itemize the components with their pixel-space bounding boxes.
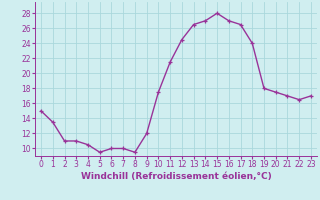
X-axis label: Windchill (Refroidissement éolien,°C): Windchill (Refroidissement éolien,°C) xyxy=(81,172,271,181)
